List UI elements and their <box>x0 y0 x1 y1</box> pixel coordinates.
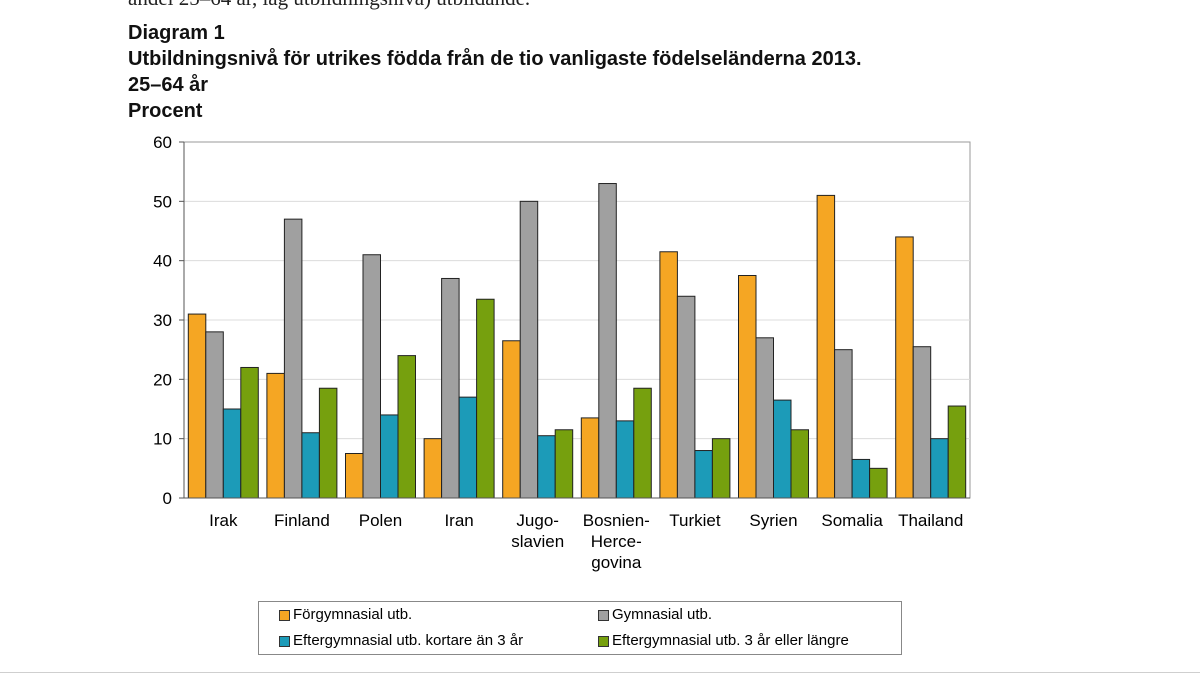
bar <box>676 295 696 499</box>
y-tick-label: 60 <box>153 133 172 152</box>
x-tick-label: Polen <box>359 511 402 530</box>
legend-swatch-forgymnasial <box>279 609 290 621</box>
y-tick-label: 50 <box>153 192 172 211</box>
bar <box>502 340 521 499</box>
bar <box>554 429 574 499</box>
age-range: 25–64 år <box>128 74 209 96</box>
bar <box>476 298 495 499</box>
y-tick-label: 10 <box>153 430 172 449</box>
legend-swatch-eftergymnasial-kort <box>279 635 290 647</box>
bar <box>205 331 224 499</box>
diagram-label: Diagram 1 <box>128 22 225 44</box>
bar <box>930 438 949 499</box>
bar <box>755 337 774 499</box>
bar <box>222 408 242 499</box>
y-tick-label: 0 <box>163 489 172 508</box>
legend-item-gymnasial: Gymnasial utb. <box>598 606 712 624</box>
bar <box>580 417 600 499</box>
bar <box>397 355 416 499</box>
legend-swatch-eftergymnasial-lang <box>598 635 609 647</box>
bar <box>790 429 809 499</box>
bar <box>738 275 757 499</box>
x-tick-label: Irak <box>209 511 238 530</box>
bar-chart: 0 10 20 30 40 50 60 Irak Finland Polen Iran Jugo-sl… <box>153 133 971 572</box>
bar <box>633 387 652 499</box>
bar <box>912 346 932 499</box>
bar <box>851 458 871 499</box>
x-tick-label: slavien <box>511 532 564 551</box>
chart-heading: Diagram 1 Utbildningsnivå för utrikes fö… <box>128 20 862 124</box>
legend-label-eftergymnasial-lang: Eftergymnasial utb. 3 år eller längre <box>612 632 849 649</box>
page-bottom-rule <box>0 672 1200 673</box>
x-tick-label: Syrien <box>749 511 797 530</box>
bar <box>816 194 836 499</box>
bar <box>895 236 914 499</box>
y-tick-label: 40 <box>153 252 172 271</box>
x-tick-label: Somalia <box>821 511 883 530</box>
bar <box>537 435 556 499</box>
bar <box>659 251 678 499</box>
bar <box>598 183 617 499</box>
x-tick-label: Herce- <box>591 532 642 551</box>
bar <box>458 396 478 499</box>
bar <box>441 277 460 499</box>
legend-item-eftergymnasial-kort: Eftergymnasial utb. kortare än 3 år <box>279 632 523 650</box>
legend-item-eftergymnasial-lang: Eftergymnasial utb. 3 år eller längre <box>598 632 849 650</box>
bar <box>345 453 364 499</box>
chart-title: Utbildningsnivå för utrikes födda från d… <box>128 48 862 70</box>
bar <box>187 313 207 499</box>
y-tick-label: 30 <box>153 311 172 330</box>
x-tick-label: Bosnien- <box>583 511 650 530</box>
legend-item-forgymnasial: Förgymnasial utb. <box>279 606 412 624</box>
x-tick-label: Jugo- <box>516 511 559 530</box>
legend: Förgymnasial utb. Gymnasial utb. Eftergy… <box>258 601 902 655</box>
previous-text-fragment: andel 25–64 år, låg utbildningsnivå) utb… <box>128 0 530 11</box>
bar <box>266 372 285 499</box>
y-tick-label: 20 <box>153 370 172 389</box>
legend-label-gymnasial: Gymnasial utb. <box>612 606 713 623</box>
bar <box>615 420 635 499</box>
x-tick-label: Turkiet <box>669 511 721 530</box>
x-tick-label: Finland <box>274 511 330 530</box>
bar <box>711 438 731 499</box>
x-tick-label: Iran <box>444 511 473 530</box>
bar <box>869 467 888 499</box>
x-tick-label: Thailand <box>898 511 963 530</box>
unit-label: Procent <box>128 100 203 122</box>
bar <box>519 200 539 499</box>
bar <box>423 438 443 499</box>
bar <box>773 399 792 499</box>
bar <box>301 432 320 499</box>
bar <box>380 414 399 499</box>
bar <box>362 254 381 499</box>
bar <box>240 366 259 499</box>
bar <box>283 218 303 499</box>
bar <box>694 450 713 499</box>
legend-label-eftergymnasial-kort: Eftergymnasial utb. kortare än 3 år <box>293 632 524 649</box>
bar <box>834 349 853 499</box>
legend-swatch-gymnasial <box>598 609 609 621</box>
bar <box>947 405 967 499</box>
x-tick-label: govina <box>591 553 642 572</box>
bar <box>318 387 338 499</box>
legend-label-forgymnasial: Förgymnasial utb. <box>293 606 413 623</box>
